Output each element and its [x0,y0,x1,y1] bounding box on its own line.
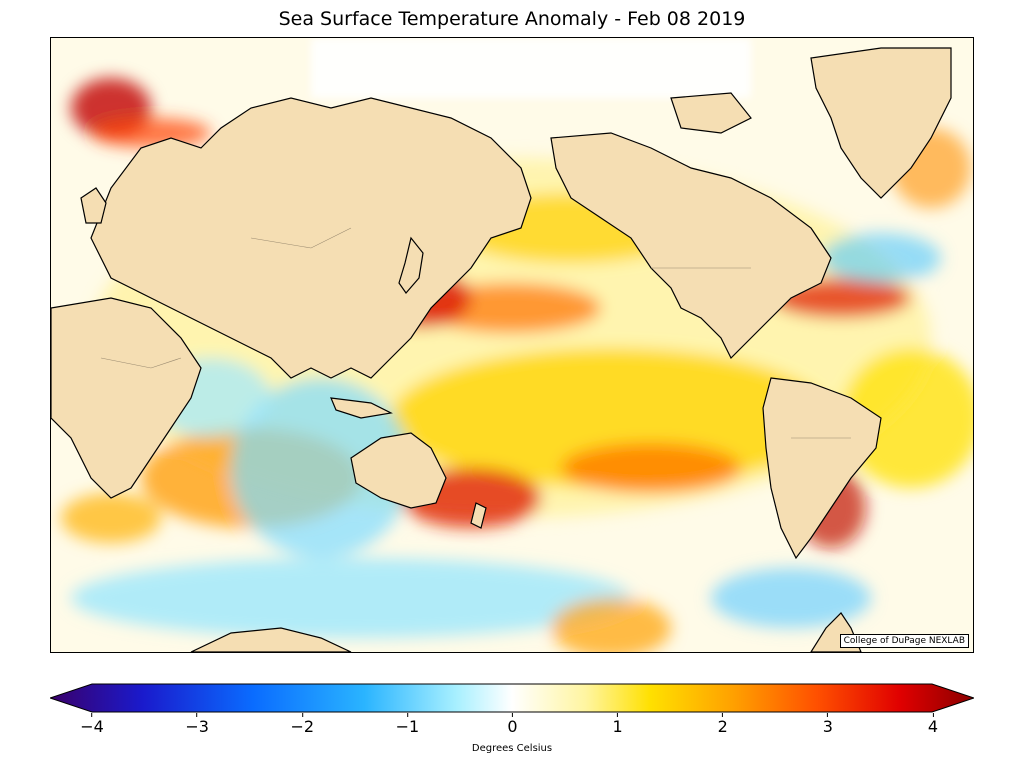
colorbar-gradient [50,683,974,713]
continents [51,47,952,652]
colorbar-tick-mark [617,713,619,717]
colorbar-tick: 4 [928,713,938,736]
indonesia [330,397,393,419]
arctic-ice-cover [311,38,751,98]
credit-label: College of DuPage NEXLAB [839,634,969,648]
colorbar-tick-label: 1 [612,717,623,736]
sst-anomaly-map: College of DuPage NEXLAB [50,37,974,653]
anomaly-cool-drake [711,568,871,628]
anomaly-warm-south-atlantic [841,348,973,488]
britain [80,187,107,224]
eurasia [90,97,532,379]
colorbar-tick-label: 3 [822,717,833,736]
colorbar-tick: −4 [80,713,104,736]
colorbar-tick: 2 [718,713,728,736]
colorbar-tick-mark [722,713,724,717]
colorbar-tick-label: 4 [927,717,939,736]
colorbar-tick-mark [196,713,198,717]
colorbar-tick: −1 [395,713,420,736]
antarctica [190,627,352,652]
canadian-archipelago [670,92,752,134]
colorbar-tick-label: −2 [290,717,315,736]
colorbar-tick: 0 [507,713,518,736]
map-canvas [51,38,973,652]
anomaly-field [61,78,973,652]
colorbar-tick-mark [91,713,93,717]
colorbar-ticks: −4 −3 −2 −1 0 1 2 3 4 [0,713,1024,743]
colorbar-tick-label: 2 [717,717,728,736]
colorbar-tick-mark [406,713,408,717]
colorbar-tick: 3 [823,713,833,736]
border-line [100,357,182,369]
colorbar-tick: −3 [185,713,209,736]
anomaly-cool-north-atlantic [821,233,941,283]
colorbar-tick-label: −4 [80,717,104,736]
new-zealand [470,502,487,529]
north-america [550,132,832,360]
colorbar-tick-mark [512,713,513,717]
anomaly-warm-agulhas [61,493,161,543]
anomaly-warm-southern-ocean [551,598,671,652]
colorbar-tick-label: −3 [185,717,209,736]
colorbar-label: Degrees Celsius [471,743,553,754]
border-line [250,227,352,249]
colorbar-tick: 1 [613,713,623,736]
anomaly-warm-core-south-pacific [561,443,741,493]
greenland [810,47,952,199]
colorbar [50,683,974,713]
country-borders [100,227,851,439]
colorbar-tick-mark [827,713,829,717]
anomaly-cool-indian [231,378,411,558]
south-america [762,377,882,560]
colorbar-tick-label: 0 [507,717,518,736]
japan [398,236,424,294]
colorbar-tick-label: −1 [395,717,420,736]
colorbar-tick: −2 [290,713,314,736]
anomaly-cool-southern-ocean [71,558,631,638]
colorbar-tick-mark [301,713,303,717]
australia [350,432,447,509]
africa [51,297,202,499]
colorbar-tick-mark [932,713,934,717]
anomaly-warm-norwegian [91,118,211,148]
map-title: Sea Surface Temperature Anomaly - Feb 08… [278,8,746,30]
